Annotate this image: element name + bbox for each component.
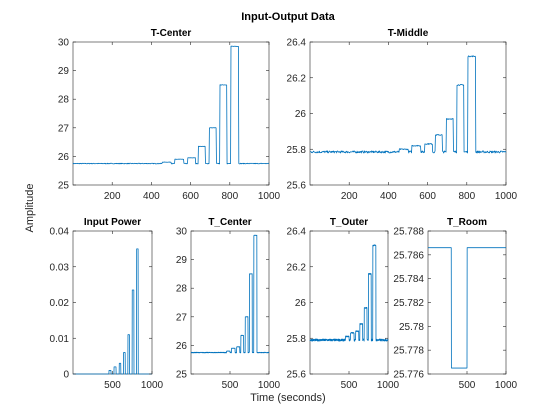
t-center-ytick-label: 27 xyxy=(176,312,188,323)
t-room-ytick-label: 25.788 xyxy=(393,227,424,238)
t-room-xtick-label: 500 xyxy=(459,380,476,391)
t-room-ytick-label: 25.782 xyxy=(393,298,424,309)
input-power-ytick-label: 0.01 xyxy=(50,334,70,345)
t-center-ytick-label: 28 xyxy=(58,95,70,106)
axes-t-center-bottom: 25 26 27 28 29 30 500 1000 T_Center xyxy=(176,217,281,391)
t-outer-ytick-label: 26 xyxy=(295,298,307,309)
figure-ylabel: Amplitude xyxy=(24,184,36,233)
t-room-ytick-label: 25.786 xyxy=(393,250,424,261)
input-power-xtick-label: 1000 xyxy=(141,380,164,391)
t-outer-series-line xyxy=(309,244,389,342)
t-middle-xtick-label: 400 xyxy=(380,191,397,202)
input-power-frame xyxy=(72,230,153,375)
t-outer-ytick-label: 26.4 xyxy=(287,227,307,238)
t-outer-ytick-label: 25.8 xyxy=(287,334,307,345)
t-center-series-line xyxy=(190,234,270,354)
t-center-ytick-label: 25 xyxy=(58,181,70,192)
t-center-xtick-label: 200 xyxy=(104,191,121,202)
t-middle-ytick-label: 26.2 xyxy=(287,73,307,84)
t-middle-series-line xyxy=(309,55,507,154)
t-outer-ytick-label: 25.6 xyxy=(287,370,307,381)
t-middle-ytick-label: 26.4 xyxy=(287,38,307,49)
t-center-xtick-label: 800 xyxy=(221,191,238,202)
t-center-series-line xyxy=(72,45,270,165)
t-center-ytick-label: 27 xyxy=(58,123,70,134)
t-center-ytick-label: 30 xyxy=(58,38,70,49)
t-center-xtick-label: 400 xyxy=(143,191,160,202)
input-power-ytick-label: 0 xyxy=(63,370,69,381)
t-room-ytick-label: 25.778 xyxy=(393,346,424,357)
figure-xlabel: Time (seconds) xyxy=(250,392,325,404)
input-power-ytick-label: 0.04 xyxy=(50,227,70,238)
axes-t-middle: 25.6 25.8 26 26.2 26.4 200 400 600 800 1000 T-Midd… xyxy=(287,28,518,202)
t-outer-xtick-label: 500 xyxy=(341,380,358,391)
axes-t-center-top: 25 26 27 28 29 30 200 400 600 800 1000 T-Center xyxy=(58,28,281,202)
t-center-title: T-Center xyxy=(151,28,192,39)
axes-input-power: 0 0.01 0.02 0.03 0.04 500 1000 Input Power xyxy=(50,217,164,391)
input-power-ytick-label: 0.02 xyxy=(50,298,70,309)
t-center-xtick-label: 600 xyxy=(182,191,199,202)
t-center-xtick-label: 500 xyxy=(222,380,239,391)
t-middle-frame xyxy=(309,41,507,186)
t-center-ytick-label: 26 xyxy=(176,341,188,352)
axes-t-room: 25.776 25.778 25.78 25.782 25.784 25.786 25.78… xyxy=(393,217,517,391)
t-center-xtick-label: 1000 xyxy=(258,191,281,202)
t-middle-ytick-label: 26 xyxy=(295,109,307,120)
t-center-ytick-label: 26 xyxy=(58,152,70,163)
t-center-ytick-label: 25 xyxy=(176,370,188,381)
t-room-ytick-label: 25.784 xyxy=(393,274,424,285)
t-room-series-line xyxy=(427,247,507,369)
t-room-ytick-label: 25.78 xyxy=(399,322,424,333)
t-middle-xtick-label: 600 xyxy=(419,191,436,202)
t-outer-xtick-label: 1000 xyxy=(377,380,400,391)
t-center-title: T_Center xyxy=(208,217,251,228)
t-center-xtick-label: 1000 xyxy=(258,380,281,391)
t-middle-title: T-Middle xyxy=(388,28,429,39)
input-power-ytick-label: 0.03 xyxy=(50,262,70,273)
input-power-title: Input Power xyxy=(84,217,141,228)
t-outer-frame xyxy=(309,230,389,375)
t-middle-xtick-label: 200 xyxy=(341,191,358,202)
t-center-frame xyxy=(72,41,270,186)
t-middle-xtick-label: 800 xyxy=(458,191,475,202)
axes-t-outer: 25.6 25.8 26 26.2 26.4 500 1000 T_Outer xyxy=(287,217,400,391)
t-center-ytick-label: 30 xyxy=(176,227,188,238)
t-outer-title: T_Outer xyxy=(330,217,368,228)
t-room-title: T_Room xyxy=(447,217,487,228)
figure-title: Input-Output Data xyxy=(241,11,335,23)
t-center-ytick-label: 29 xyxy=(176,255,188,266)
t-center-ytick-label: 29 xyxy=(58,66,70,77)
t-outer-ytick-label: 26.2 xyxy=(287,262,307,273)
t-room-xtick-label: 1000 xyxy=(495,380,518,391)
t-middle-ytick-label: 25.8 xyxy=(287,145,307,156)
t-center-frame xyxy=(190,230,270,375)
t-middle-xtick-label: 1000 xyxy=(495,191,518,202)
input-power-xtick-label: 500 xyxy=(104,380,121,391)
t-room-ytick-label: 25.776 xyxy=(393,370,424,381)
t-center-ytick-label: 28 xyxy=(176,284,188,295)
t-middle-ytick-label: 25.6 xyxy=(287,181,307,192)
